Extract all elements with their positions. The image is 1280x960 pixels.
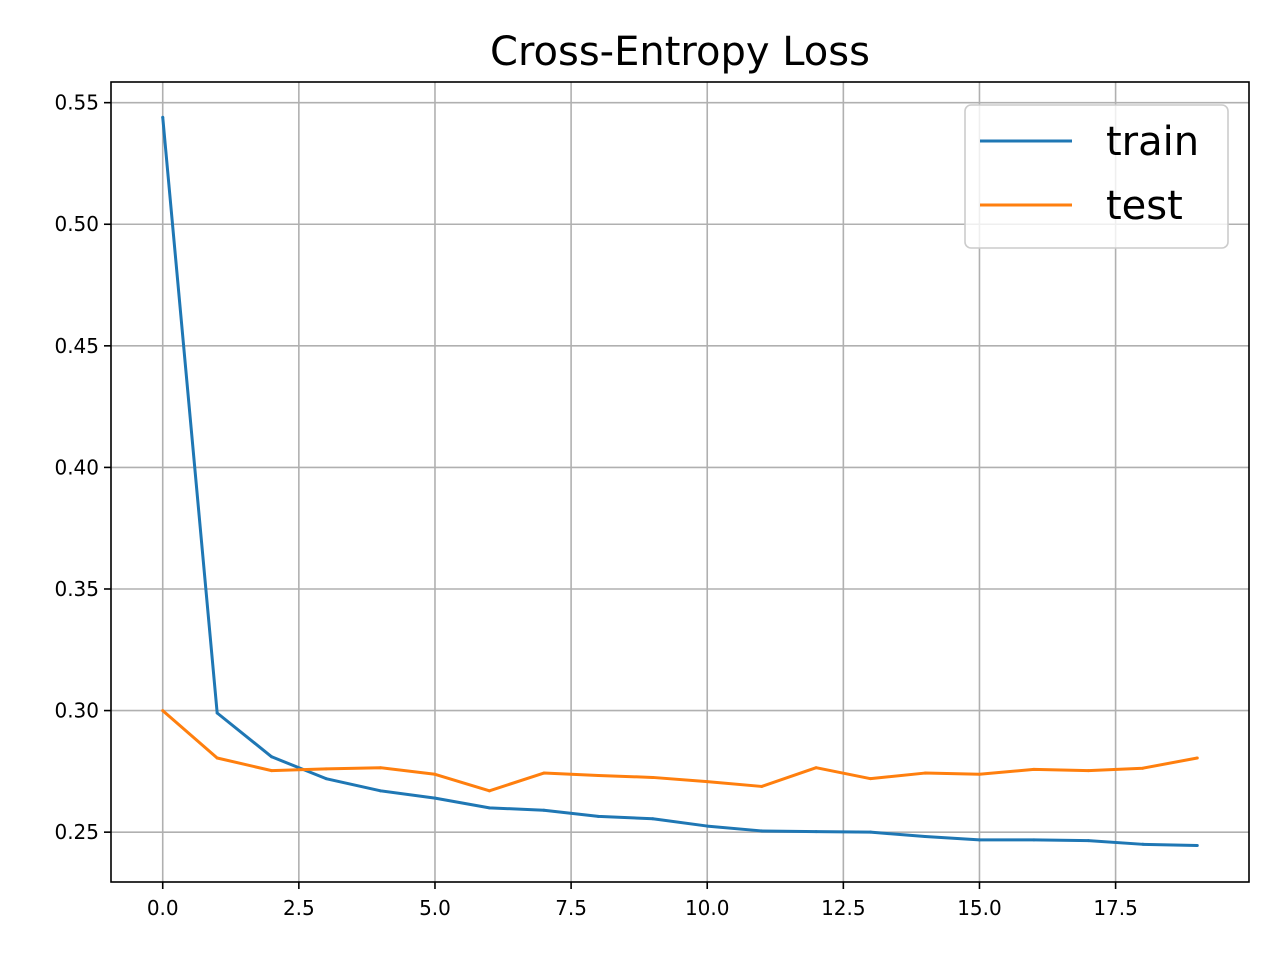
x-tick-label: 2.5 — [283, 896, 315, 920]
data-point-test — [324, 767, 328, 771]
legend: train test — [964, 104, 1229, 249]
data-point-train — [161, 115, 165, 119]
data-point-train — [379, 789, 383, 793]
data-point-train — [705, 824, 709, 828]
data-point-test — [433, 772, 437, 776]
y-tick-label: 0.25 — [54, 820, 99, 844]
x-tick-label: 7.5 — [555, 896, 587, 920]
data-point-test — [651, 775, 655, 779]
data-point-train — [869, 830, 873, 834]
data-point-test — [596, 773, 600, 777]
x-tick-label: 0.0 — [147, 896, 179, 920]
x-tick-label: 12.5 — [821, 896, 866, 920]
y-tick-label: 0.40 — [54, 455, 99, 479]
x-tick-label: 5.0 — [419, 896, 451, 920]
legend-label-test: test — [1106, 183, 1183, 229]
data-point-train — [1195, 844, 1199, 848]
data-point-test — [1141, 766, 1145, 770]
data-point-train — [651, 817, 655, 821]
plot-frame — [110, 81, 1250, 883]
y-tick-label: 0.55 — [54, 91, 99, 115]
data-point-train — [1032, 838, 1036, 842]
data-point-test — [161, 709, 165, 713]
data-point-train — [215, 711, 219, 715]
data-point-test — [1086, 769, 1090, 773]
data-point-train — [1086, 839, 1090, 843]
data-point-train — [270, 755, 274, 759]
data-point-test — [215, 756, 219, 760]
data-point-train — [433, 796, 437, 800]
x-tick-label: 17.5 — [1093, 896, 1138, 920]
y-tick-label: 0.30 — [54, 699, 99, 723]
series-lines — [161, 115, 1199, 848]
data-point-train — [487, 806, 491, 810]
data-point-test — [270, 769, 274, 773]
data-point-test — [542, 771, 546, 775]
chart-title: Cross-Entropy Loss — [490, 29, 870, 75]
data-point-test — [379, 766, 383, 770]
axis-ticks: 0.0 2.5 5.0 7.5 10.0 12.5 15.0 17.5 0.25 0.30 0.35… — [54, 91, 1137, 920]
data-point-train — [977, 838, 981, 842]
x-tick-label: 15.0 — [957, 896, 1002, 920]
y-tick-label: 0.45 — [54, 334, 99, 358]
y-tick-label: 0.50 — [54, 212, 99, 236]
data-point-test — [705, 780, 709, 784]
data-point-test — [923, 771, 927, 775]
data-point-test — [977, 772, 981, 776]
data-point-train — [923, 835, 927, 839]
data-point-train — [760, 829, 764, 833]
data-point-test — [814, 766, 818, 770]
data-point-train — [814, 830, 818, 834]
series-line-test — [161, 709, 1198, 793]
data-point-train — [324, 777, 328, 781]
series-line-train — [161, 117, 1198, 848]
data-point-train — [1141, 842, 1145, 846]
data-point-test — [869, 777, 873, 781]
y-tick-label: 0.35 — [54, 577, 99, 601]
data-point-test — [487, 789, 491, 793]
data-point-train — [542, 808, 546, 812]
data-point-test — [760, 784, 764, 788]
data-point-test — [1195, 756, 1199, 760]
x-tick-label: 10.0 — [685, 896, 730, 920]
legend-label-train: train — [1106, 119, 1199, 165]
data-point-train — [596, 814, 600, 818]
data-point-test — [1032, 767, 1036, 771]
